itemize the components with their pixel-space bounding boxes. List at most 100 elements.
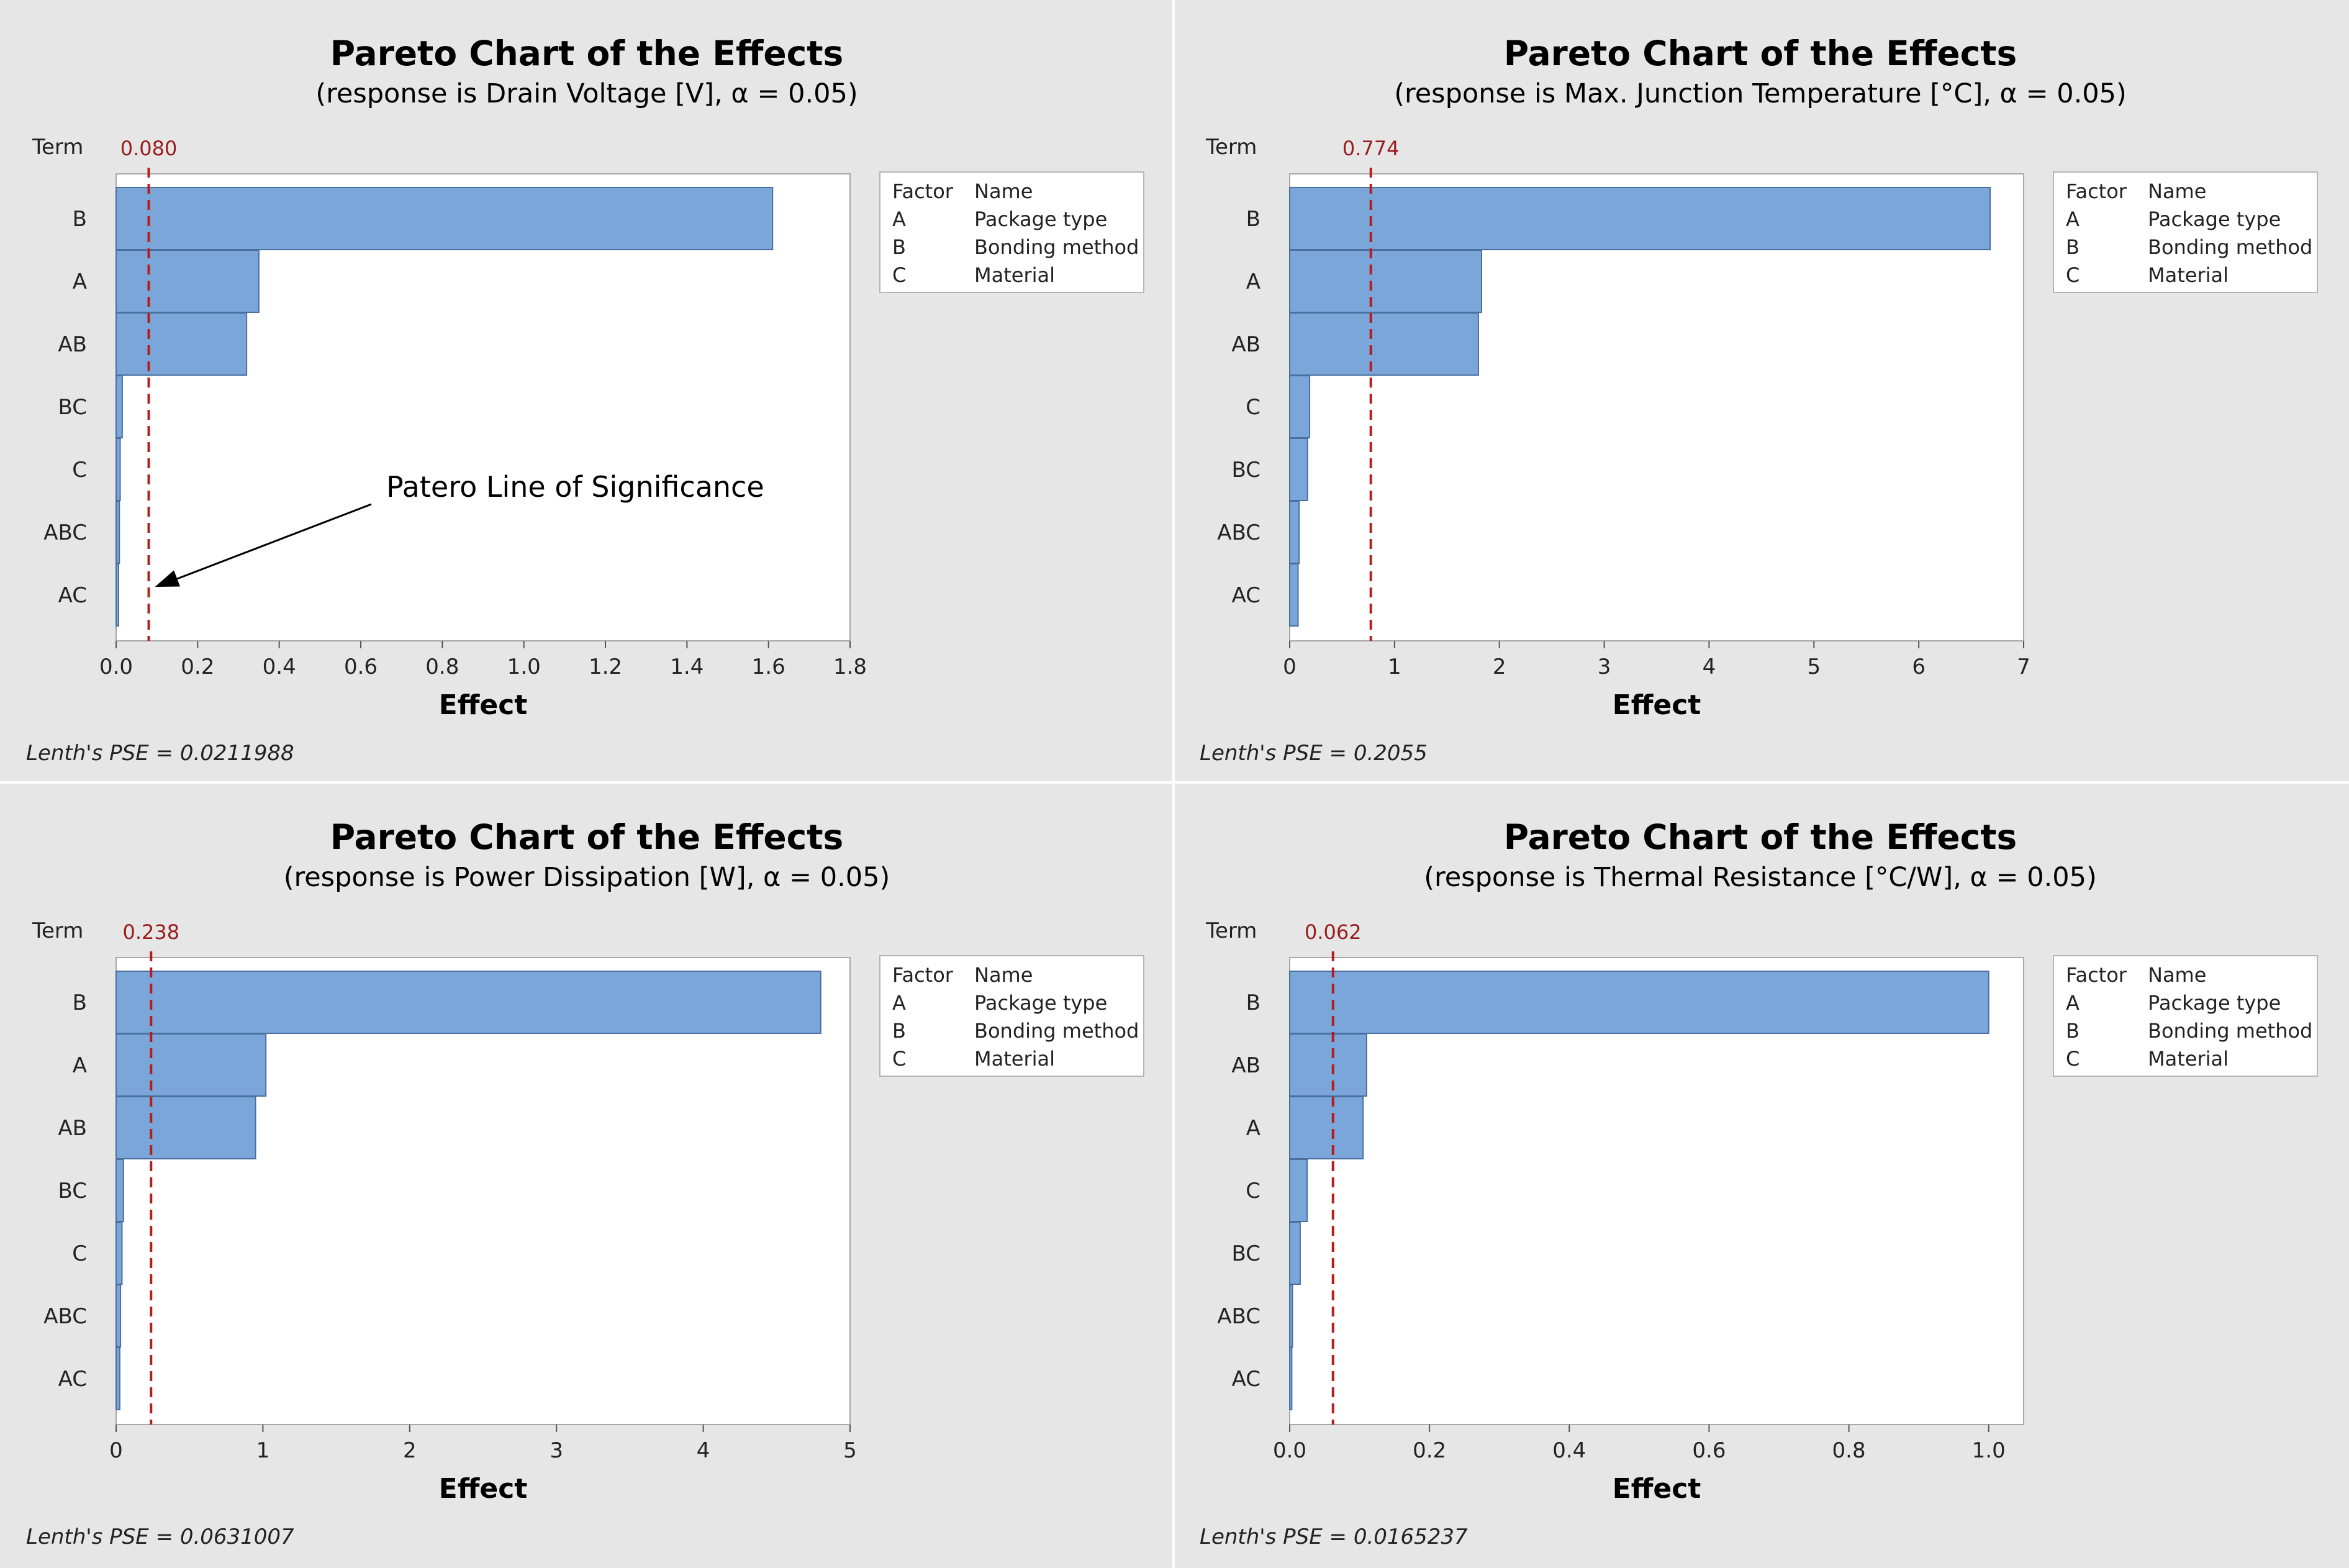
- x-tick-label: 3: [550, 1438, 563, 1463]
- legend-factor-name: Package type: [2148, 207, 2281, 231]
- legend-factor-code: A: [892, 207, 906, 231]
- legend-factor-code: C: [2066, 1047, 2080, 1071]
- bar-BC: [1289, 1221, 1301, 1285]
- legend-header-name: Name: [974, 179, 1033, 203]
- y-axis-title: Term: [1205, 135, 1257, 160]
- chart-title: Pareto Chart of the Effects: [330, 34, 844, 73]
- significance-value-label: 0.774: [1342, 137, 1400, 160]
- factor-legend: Factor Name A Package type B Bonding method C M…: [879, 171, 1144, 293]
- category-label: A: [1246, 270, 1260, 294]
- bar-B: [1289, 971, 1989, 1034]
- x-tick-label: 5: [843, 1438, 857, 1463]
- legend-factor-code: A: [2066, 207, 2080, 231]
- chart-panel-4: Pareto Chart of the Effects (response is …: [1200, 817, 2318, 1549]
- legend-factor-name: Package type: [2148, 991, 2281, 1015]
- x-tick-label: 1.6: [752, 655, 785, 679]
- category-label: BC: [1232, 458, 1260, 483]
- factor-legend: Factor Name A Package type B Bonding method C M…: [2053, 955, 2318, 1077]
- category-label: AC: [58, 1367, 87, 1392]
- x-tick-label: 0: [1283, 655, 1297, 679]
- bar-AC: [1289, 1347, 1293, 1410]
- x-tick-label: 1.2: [589, 655, 622, 679]
- bar-ABC: [1289, 1284, 1293, 1348]
- bar-ABC: [115, 1284, 122, 1348]
- legend-factor-name: Package type: [974, 991, 1107, 1015]
- category-label: ABC: [43, 1304, 87, 1329]
- y-axis-title: Term: [32, 918, 83, 943]
- legend-factor-name: Material: [2148, 263, 2229, 287]
- bar-A: [1289, 1096, 1364, 1159]
- chart-title: Pareto Chart of the Effects: [1504, 34, 2017, 73]
- x-tick-label: 1.8: [833, 655, 867, 679]
- lenth-pse-footnote: Lenth's PSE = 0.2055: [1200, 741, 1428, 766]
- bar-C: [115, 438, 121, 501]
- chart-subtitle: (response is Drain Voltage [V], α = 0.05…: [315, 78, 858, 109]
- bar-ABC: [115, 501, 120, 564]
- category-label: A: [73, 270, 87, 294]
- category-label: B: [1246, 207, 1260, 232]
- y-axis-title: Term: [1205, 918, 1257, 943]
- legend-header-name: Name: [974, 963, 1033, 987]
- legend-box: [879, 171, 1144, 293]
- annotation-arrow-line: [171, 503, 372, 582]
- category-label: AB: [1231, 1053, 1260, 1078]
- bar-AB: [115, 1096, 256, 1159]
- x-tick-label: 5: [1807, 655, 1821, 679]
- legend-header-factor: Factor: [892, 963, 954, 987]
- x-axis-title: Effect: [439, 689, 528, 721]
- bar-C: [1289, 1159, 1308, 1222]
- x-axis-title: Effect: [439, 1473, 528, 1505]
- bar-B: [115, 971, 821, 1034]
- x-tick-label: 0.4: [1552, 1438, 1586, 1463]
- x-tick-label: 2: [403, 1438, 417, 1463]
- bar-ABC: [1289, 501, 1300, 564]
- bar-AC: [115, 563, 119, 627]
- category-label: A: [73, 1053, 87, 1078]
- category-label: BC: [1232, 1241, 1260, 1266]
- legend-factor-name: Bonding method: [974, 235, 1139, 259]
- x-tick-label: 0.2: [1413, 1438, 1446, 1463]
- legend-factor-code: C: [2066, 263, 2080, 287]
- legend-factor-code: B: [892, 1019, 906, 1043]
- x-tick-label: 0.6: [344, 655, 378, 679]
- bar-AB: [1289, 1033, 1367, 1097]
- legend-header-factor: Factor: [2066, 179, 2127, 203]
- category-label: AB: [58, 332, 87, 357]
- x-tick-label: 0.8: [425, 655, 459, 679]
- legend-factor-code: C: [892, 1047, 906, 1071]
- legend-factor-code: B: [2066, 235, 2080, 259]
- x-tick-label: 1.0: [1972, 1438, 2006, 1463]
- legend-factor-name: Bonding method: [974, 1019, 1139, 1043]
- significance-value-label: 0.080: [120, 137, 178, 160]
- lenth-pse-footnote: Lenth's PSE = 0.0165237: [1200, 1525, 1468, 1549]
- legend-header-factor: Factor: [892, 179, 954, 203]
- category-label: C: [72, 1241, 87, 1266]
- legend-box: [2053, 955, 2318, 1077]
- category-label: AB: [58, 1116, 87, 1141]
- legend-box: [879, 955, 1144, 1077]
- significance-annotation: Patero Line of Significance: [155, 470, 764, 587]
- x-tick-label: 4: [1703, 655, 1716, 679]
- chart-panel-3: Pareto Chart of the Effects (response is …: [26, 817, 1144, 1549]
- bar-C: [115, 1221, 123, 1285]
- category-label: B: [1246, 990, 1260, 1015]
- arrowhead-icon: [155, 570, 181, 587]
- bar-AB: [115, 312, 248, 376]
- x-tick-label: 0.2: [181, 655, 214, 679]
- chart-subtitle: (response is Max. Junction Temperature […: [1394, 78, 2127, 109]
- legend-box: [2053, 171, 2318, 293]
- x-tick-label: 0.0: [99, 655, 133, 679]
- x-tick-label: 0.0: [1273, 1438, 1306, 1463]
- category-label: ABC: [43, 520, 87, 545]
- x-tick-label: 0.6: [1692, 1438, 1726, 1463]
- x-tick-label: 4: [697, 1438, 710, 1463]
- chart-subtitle: (response is Power Dissipation [W], α = …: [284, 862, 890, 893]
- annotation-text: Patero Line of Significance: [386, 470, 764, 504]
- lenth-pse-footnote: Lenth's PSE = 0.0211988: [26, 741, 294, 766]
- bar-BC: [115, 1159, 124, 1222]
- legend-factor-name: Material: [2148, 1047, 2229, 1071]
- bar-C: [1289, 375, 1311, 438]
- category-label: B: [73, 207, 87, 232]
- category-label: ABC: [1217, 520, 1260, 545]
